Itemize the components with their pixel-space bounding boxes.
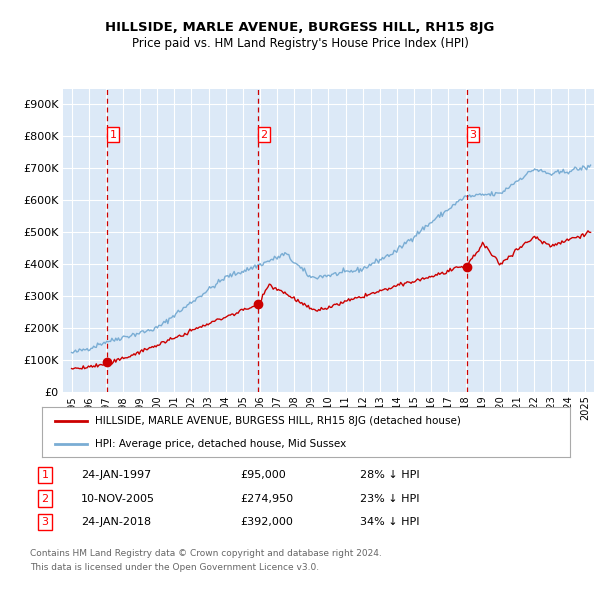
Text: 28% ↓ HPI: 28% ↓ HPI [360, 470, 419, 480]
Text: £274,950: £274,950 [240, 494, 293, 503]
Text: HILLSIDE, MARLE AVENUE, BURGESS HILL, RH15 8JG: HILLSIDE, MARLE AVENUE, BURGESS HILL, RH… [106, 21, 494, 34]
Text: HPI: Average price, detached house, Mid Sussex: HPI: Average price, detached house, Mid … [95, 439, 346, 449]
Text: Price paid vs. HM Land Registry's House Price Index (HPI): Price paid vs. HM Land Registry's House … [131, 37, 469, 50]
Text: 3: 3 [469, 130, 476, 140]
Text: £95,000: £95,000 [240, 470, 286, 480]
Text: 2: 2 [41, 494, 49, 503]
Text: This data is licensed under the Open Government Licence v3.0.: This data is licensed under the Open Gov… [30, 563, 319, 572]
Text: 1: 1 [41, 470, 49, 480]
Text: Contains HM Land Registry data © Crown copyright and database right 2024.: Contains HM Land Registry data © Crown c… [30, 549, 382, 558]
Text: 24-JAN-2018: 24-JAN-2018 [81, 517, 151, 527]
Text: £392,000: £392,000 [240, 517, 293, 527]
Text: 24-JAN-1997: 24-JAN-1997 [81, 470, 151, 480]
Text: 23% ↓ HPI: 23% ↓ HPI [360, 494, 419, 503]
Text: 3: 3 [41, 517, 49, 527]
Text: 10-NOV-2005: 10-NOV-2005 [81, 494, 155, 503]
Text: 1: 1 [110, 130, 116, 140]
Text: HILLSIDE, MARLE AVENUE, BURGESS HILL, RH15 8JG (detached house): HILLSIDE, MARLE AVENUE, BURGESS HILL, RH… [95, 415, 461, 425]
Text: 2: 2 [260, 130, 268, 140]
Text: 34% ↓ HPI: 34% ↓ HPI [360, 517, 419, 527]
